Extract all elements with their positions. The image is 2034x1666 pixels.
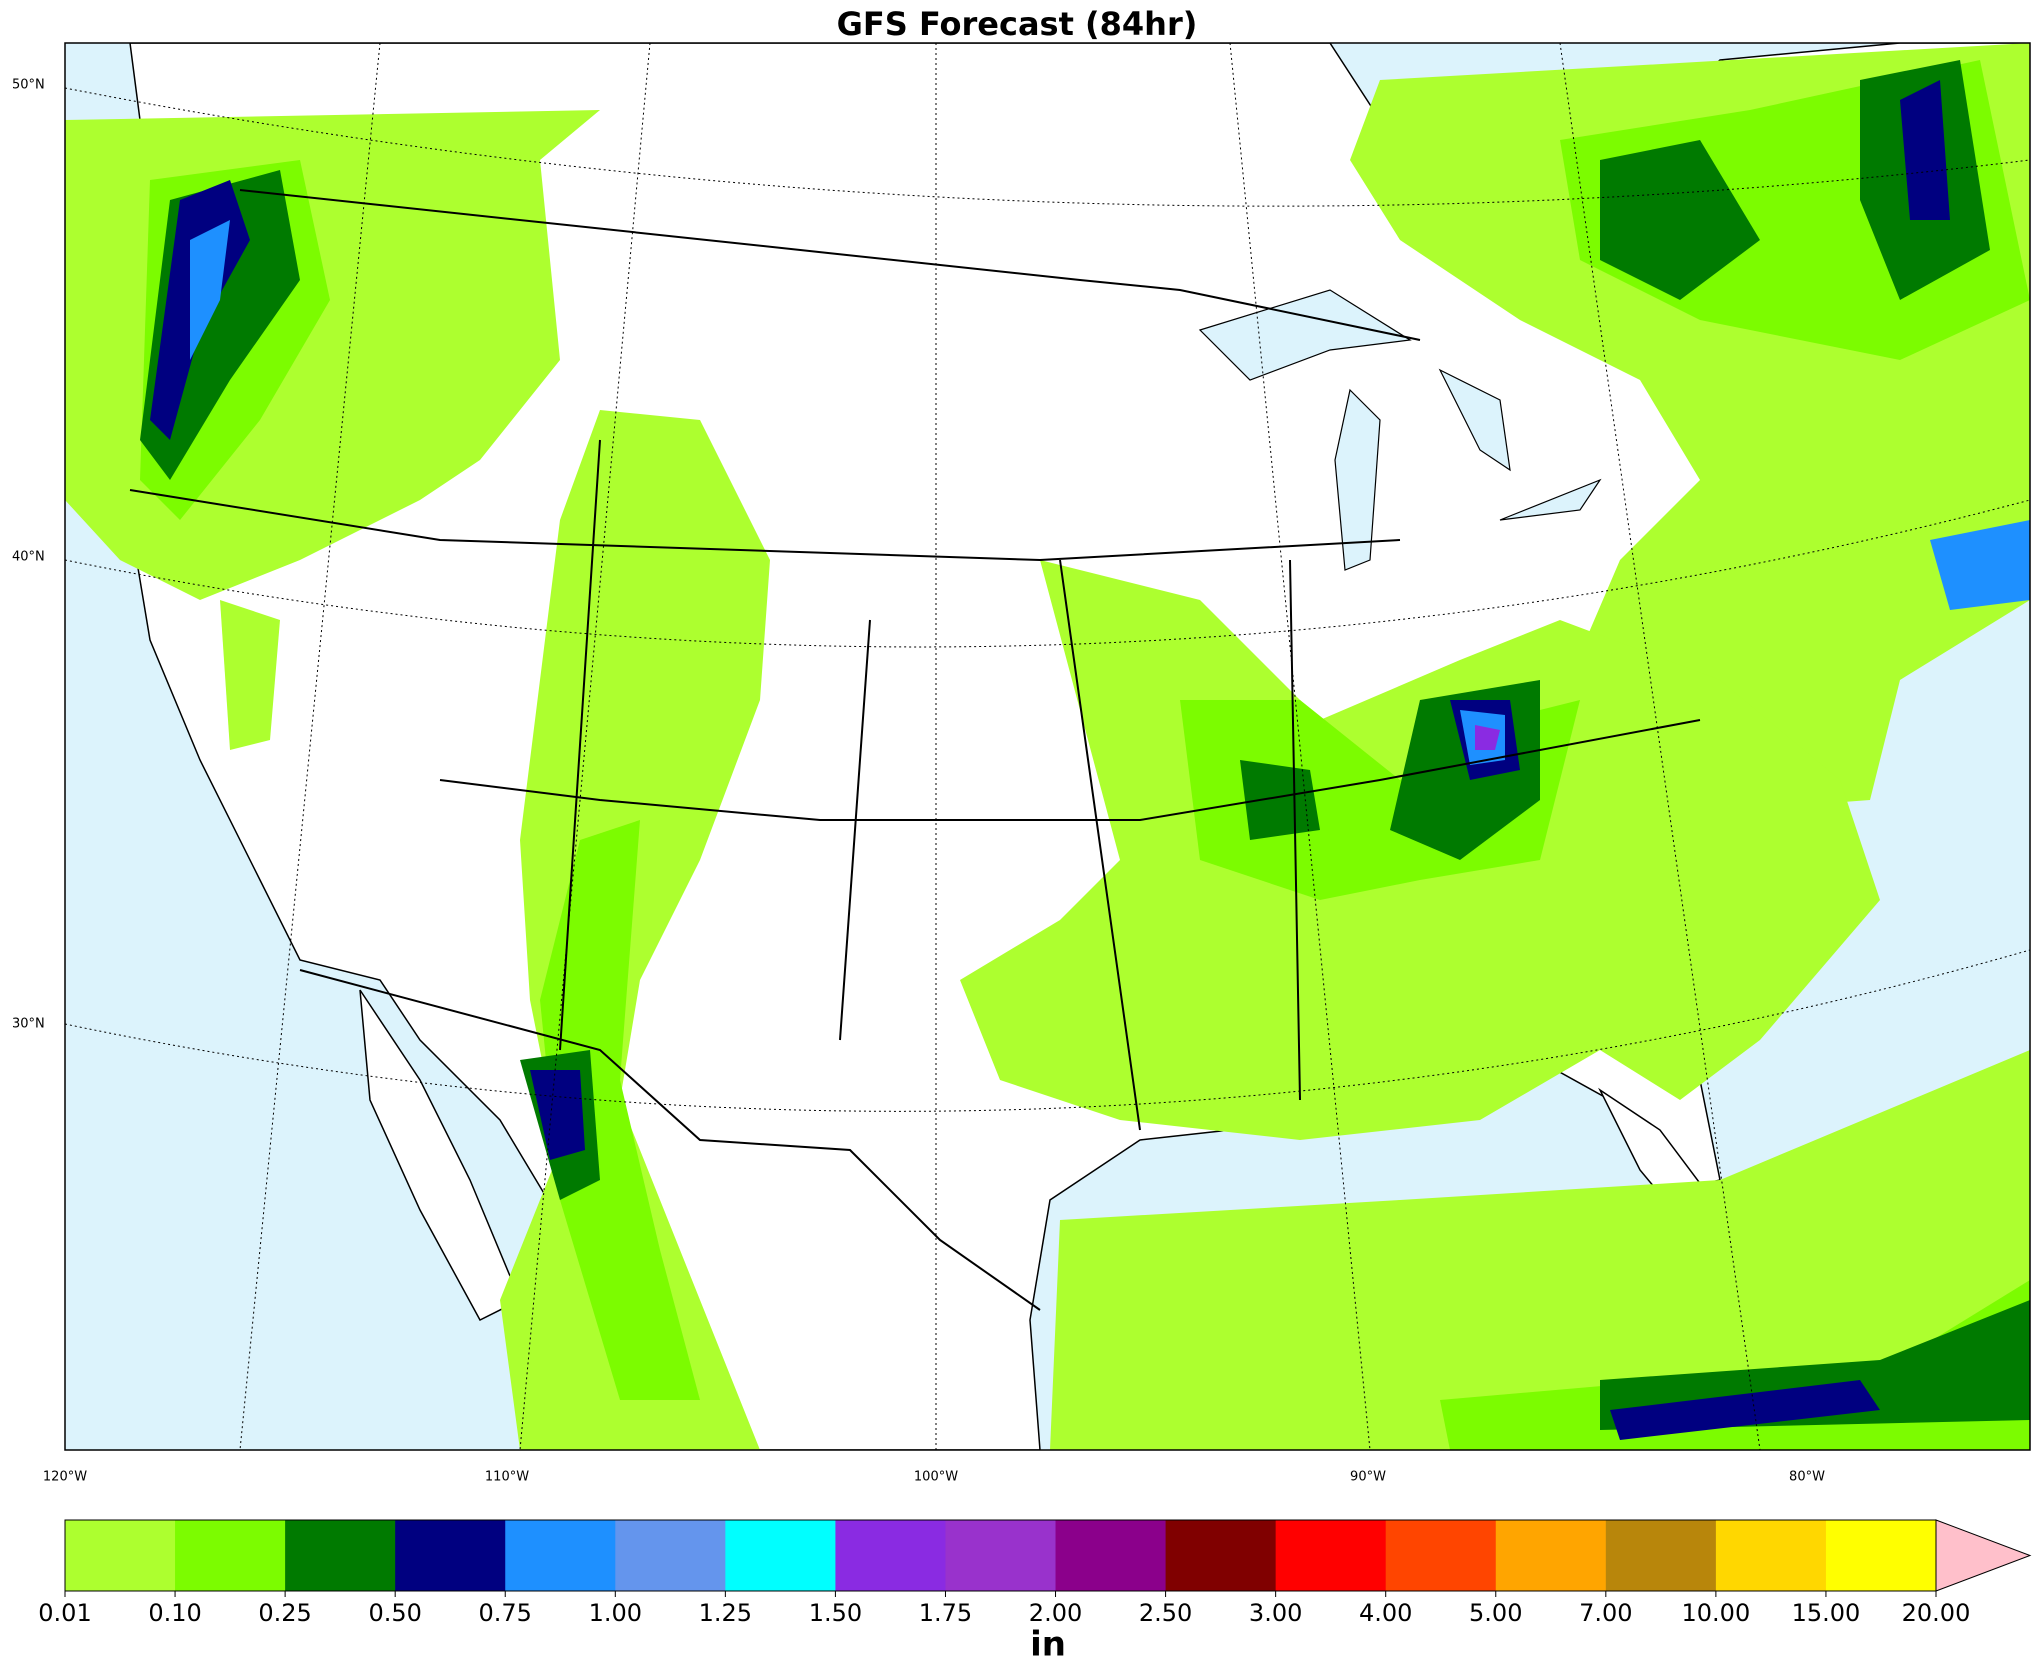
colorbar-extension: [1935, 1519, 2032, 1592]
lon-label: 80°W: [1789, 1470, 1825, 1485]
colorbar-cell: [395, 1520, 506, 1591]
colorbar-tick-label: 10.00: [1682, 1599, 1751, 1627]
colorbar-cell: [725, 1520, 836, 1591]
colorbar-cell: [65, 1520, 176, 1591]
map: 50°N 40°N 30°N 120°W 110°W 100°W 90°W 80°W: [12, 42, 2031, 1485]
colorbar-tick-label: 2.00: [1029, 1599, 1082, 1627]
lon-label: 120°W: [43, 1470, 87, 1485]
colorbar-cell: [945, 1520, 1057, 1591]
colorbar-cell: [175, 1520, 286, 1591]
colorbar-outline: [64, 1519, 1937, 1592]
map-frame: [64, 42, 2031, 1451]
colorbar-tick-label: 2.50: [1139, 1599, 1192, 1627]
colorbar-tick-label: 0.75: [479, 1599, 532, 1627]
colorbar-cell: [1715, 1520, 1827, 1591]
colorbar-tick-label: 1.50: [809, 1599, 862, 1627]
borders: [129, 189, 1701, 1311]
colorbar-tick-label: 0.10: [148, 1599, 201, 1627]
colorbar-cell: [1165, 1520, 1277, 1591]
colorbar-cell: [285, 1520, 396, 1591]
graticule: [65, 43, 2030, 1450]
colorbar: 0.01 0.10 0.25 0.50 0.75 1.00 1.25 1.50 1.75 2.00…: [38, 1519, 2032, 1627]
colorbar-cell: [1605, 1520, 1717, 1591]
colorbar-unit: in: [1030, 1625, 1066, 1665]
baja: [359, 989, 521, 1321]
colorbar-tick-label: 1.25: [699, 1599, 752, 1627]
lon-label: 100°W: [914, 1470, 958, 1485]
colorbar-tick-label: 20.00: [1902, 1599, 1971, 1627]
colorbar-tick-label: 4.00: [1359, 1599, 1412, 1627]
title: GFS Forecast (84hr): [837, 5, 1198, 43]
colorbar-tick-label: 15.00: [1792, 1599, 1861, 1627]
lakes: [1198, 289, 1602, 571]
colorbar-tick-label: 1.00: [589, 1599, 642, 1627]
geo-labels: 50°N 40°N 30°N 120°W 110°W 100°W 90°W 80°W: [12, 78, 1825, 1485]
precipitation: [65, 43, 2030, 1450]
colorbar-cell: [505, 1520, 616, 1591]
colorbar-tick-label: 5.00: [1469, 1599, 1522, 1627]
colorbar-tick-label: 7.00: [1579, 1599, 1632, 1627]
colorbar-tick-label: 0.25: [258, 1599, 311, 1627]
lat-label: 40°N: [12, 550, 45, 565]
colorbar-cell: [1275, 1520, 1387, 1591]
colorbar-cell: [1825, 1520, 1937, 1591]
colorbar-cell: [615, 1520, 726, 1591]
colorbar-cell: [1055, 1520, 1167, 1591]
lat-label: 30°N: [12, 1017, 45, 1032]
colorbar-cell: [835, 1520, 946, 1591]
colorbar-tick-label: 0.01: [38, 1599, 91, 1627]
colorbar-tick-label: 3.00: [1249, 1599, 1302, 1627]
lon-label: 110°W: [485, 1470, 529, 1485]
colorbar-tick-label: 0.50: [368, 1599, 421, 1627]
lat-label: 50°N: [12, 78, 45, 93]
colorbar-tick-label: 1.75: [919, 1599, 972, 1627]
colorbar-cell: [1385, 1520, 1497, 1591]
lon-label: 90°W: [1350, 1470, 1386, 1485]
colorbar-cell: [1495, 1520, 1607, 1591]
